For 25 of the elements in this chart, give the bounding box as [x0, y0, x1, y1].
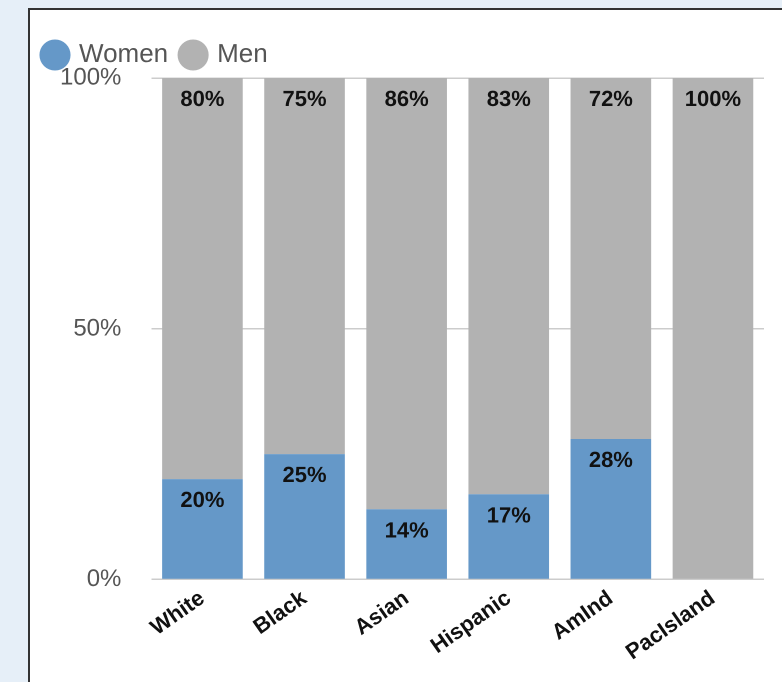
- bar: [264, 78, 345, 454]
- data-label: 72%: [588, 86, 633, 112]
- bar: [672, 78, 754, 579]
- data-label: 75%: [282, 86, 327, 112]
- bar: [468, 494, 550, 579]
- data-label: 14%: [384, 517, 429, 542]
- y-tick-label: 0%: [86, 565, 122, 592]
- bar: [264, 454, 345, 579]
- data-label: 80%: [180, 86, 224, 112]
- legend-label: Men: [217, 38, 268, 68]
- bar: [366, 509, 447, 579]
- y-tick-label: 50%: [73, 314, 122, 342]
- bar: [366, 78, 447, 510]
- bar: [570, 78, 652, 440]
- data-label: 100%: [684, 86, 742, 112]
- bar: [162, 78, 243, 480]
- bar: [468, 78, 550, 494]
- data-label: 83%: [486, 86, 531, 112]
- data-label: 20%: [180, 487, 224, 512]
- bar: [162, 479, 243, 579]
- data-label: 28%: [588, 447, 633, 472]
- data-label: 86%: [384, 86, 429, 112]
- data-label: 25%: [282, 462, 327, 488]
- bar: [570, 439, 652, 579]
- data-label: 17%: [486, 502, 531, 528]
